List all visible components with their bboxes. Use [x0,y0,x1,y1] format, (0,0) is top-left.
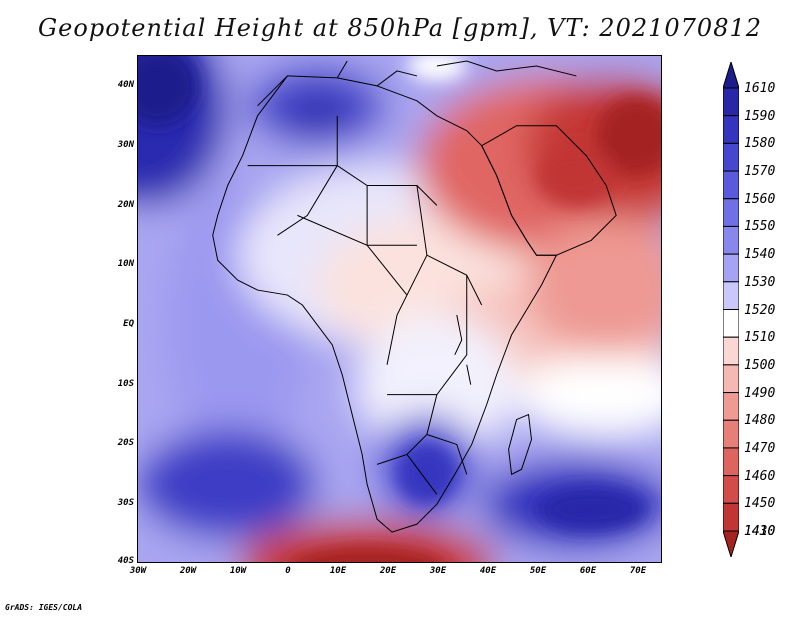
lon-label: 40E [479,566,497,576]
colorbar-swatch [723,336,739,366]
lon-label: 30W [129,566,147,576]
colorbar-label: 1450 [744,496,776,512]
colorbar-top-arrow [723,62,739,89]
lat-label: 40S [117,556,134,566]
lat-label: 40N [117,80,134,90]
colorbar-swatch [723,170,739,200]
colorbar-swatch [723,142,739,172]
colorbar-label: 1560 [744,191,776,207]
lon-label: 10E [329,566,347,576]
colorbar-label: 1410 [744,524,776,539]
colorbar-label: 1610 [744,81,776,96]
lon-label: 50E [529,566,547,576]
map-title: Geopotential Height at 850hPa [gpm], VT:… [38,14,762,42]
lat-label: EQ [123,319,134,329]
colorbar-swatch [723,475,739,504]
lat-label: 10S [117,379,134,389]
colorbar-label: 1590 [744,108,776,124]
lon-label: 30E [429,566,447,576]
colorbar-label: 1570 [744,164,776,180]
colorbar-label: 1550 [744,219,776,235]
lat-label: 30N [117,140,134,150]
colorbar-swatch [723,309,739,338]
colorbar-label: 1530 [744,274,776,290]
colorbar [723,62,739,557]
colorbar-label: 1490 [744,385,776,401]
colorbar-swatch [723,364,739,394]
lon-label: 70E [629,566,647,576]
colorbar-label: 1480 [744,413,776,429]
map-canvas [138,56,661,562]
colorbar-label: 1520 [744,302,776,318]
colorbar-swatch [723,419,739,449]
colorbar-swatch [723,253,739,283]
colorbar-bottom-arrow [723,530,739,557]
colorbar-label: 1510 [744,330,776,346]
colorbar-swatch [723,447,739,477]
map-panel [137,55,662,563]
colorbar-swatch [723,281,739,310]
lon-label: 60E [579,566,597,576]
colorbar-swatch [723,225,739,255]
colorbar-label: 1580 [744,136,776,152]
colorbar-label: 1430 [744,524,776,539]
colorbar-label: 1460 [744,468,776,484]
colorbar-swatch [723,198,739,227]
coastline-layer [212,60,617,533]
credit-text: GrADS: IGES/COLA [5,603,83,612]
colorbar-swatch [723,87,739,117]
colorbar-label: 1540 [744,247,776,263]
lon-label: 0 [285,566,291,576]
colorbar-swatch [723,115,739,144]
colorbar-label: 1470 [744,440,776,456]
lon-label: 20E [379,566,397,576]
lat-label: 20S [117,438,134,448]
lon-label: 20W [179,566,197,576]
lat-label: 20N [117,200,134,210]
lat-label: 30S [117,498,134,508]
lat-label: 10N [117,259,134,269]
height-field-detail [138,56,661,562]
colorbar-swatch [723,392,739,421]
colorbar-label: 1500 [744,357,776,373]
colorbar-swatch [723,502,739,532]
lon-label: 10W [229,566,247,576]
